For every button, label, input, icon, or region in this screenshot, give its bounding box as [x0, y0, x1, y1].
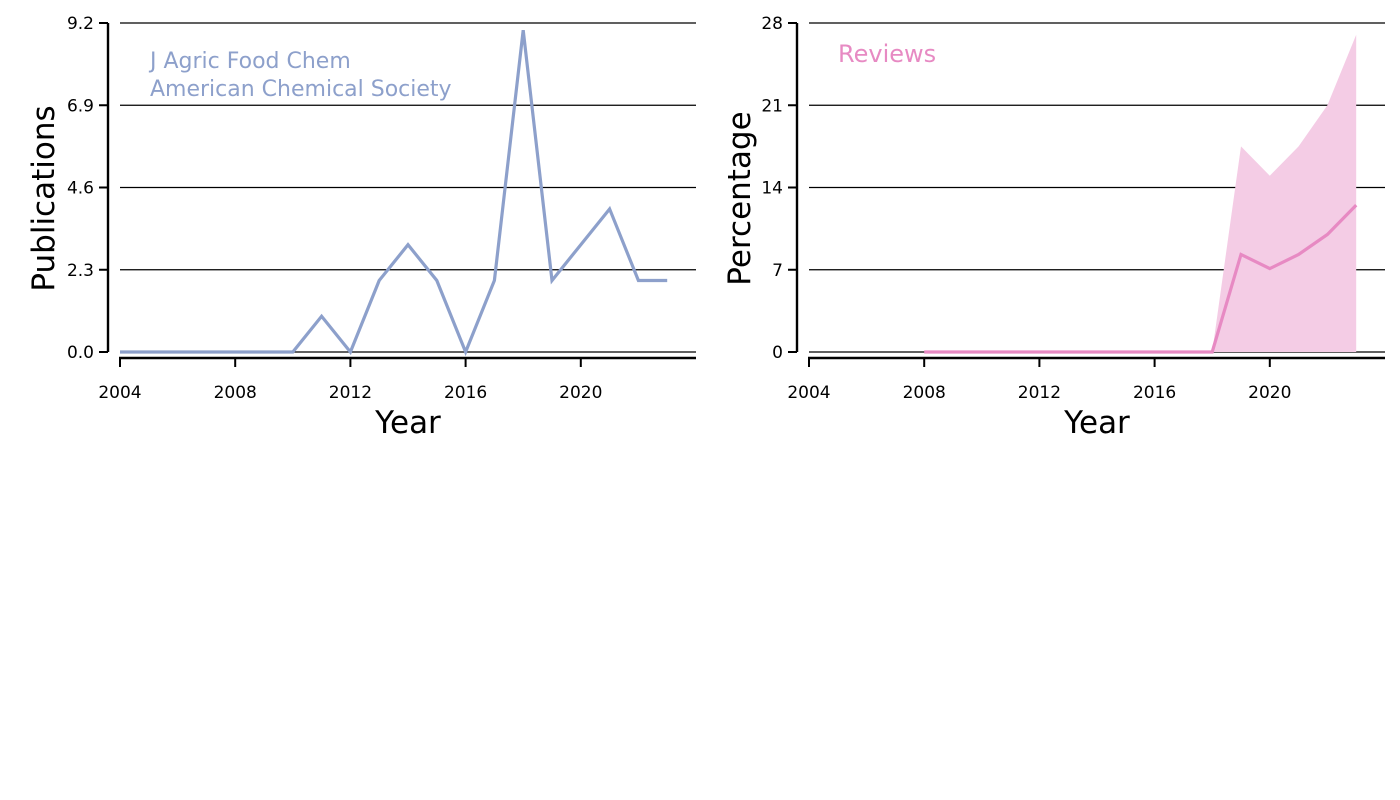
annotation-label: Reviews [838, 40, 936, 68]
y-tick-label: 6.9 [67, 96, 94, 116]
x-tick-label: 2008 [214, 383, 257, 403]
y-tick-label: 0 [772, 343, 783, 363]
chart-panel-publications: 0.0 2.3 4.6 6.9 9.2 2004 2008 2012 2016 2020 Year P… [26, 14, 696, 441]
y-tick-label: 14 [761, 179, 783, 199]
annotation-label: J Agric Food Chem [148, 49, 351, 74]
y-tick-label: 4.6 [67, 179, 94, 199]
x-tick-label: 2020 [1248, 383, 1291, 403]
y-tick-label: 2.3 [67, 261, 94, 281]
y-tick-label: 0.0 [67, 343, 94, 363]
x-tick-label: 2012 [329, 383, 372, 403]
x-tick-label: 2008 [903, 383, 946, 403]
y-tick-label: 21 [761, 96, 783, 116]
x-tick-label: 2016 [1133, 383, 1176, 403]
x-tick-label: 2012 [1018, 383, 1061, 403]
x-tick-label: 2020 [559, 383, 602, 403]
y-axis-label: Percentage [722, 111, 758, 285]
annotation-label: American Chemical Society [150, 77, 452, 102]
y-tick-label: 28 [761, 14, 783, 34]
x-tick-label: 2004 [787, 383, 830, 403]
y-axis-label: Publications [26, 105, 62, 291]
x-axis-label: Year [374, 405, 441, 441]
y-tick-label: 9.2 [67, 14, 94, 34]
series-line [120, 29, 668, 357]
series-line [924, 204, 1358, 354]
x-tick-label: 2016 [444, 383, 487, 403]
x-axis-label: Year [1063, 405, 1130, 441]
y-tick-label: 7 [772, 261, 783, 281]
chart-panel-percentage: 0 7 14 21 28 2004 2008 2012 2016 2020 Year Percenta… [722, 14, 1385, 441]
confidence-band [924, 34, 1357, 352]
x-tick-label: 2004 [98, 383, 141, 403]
